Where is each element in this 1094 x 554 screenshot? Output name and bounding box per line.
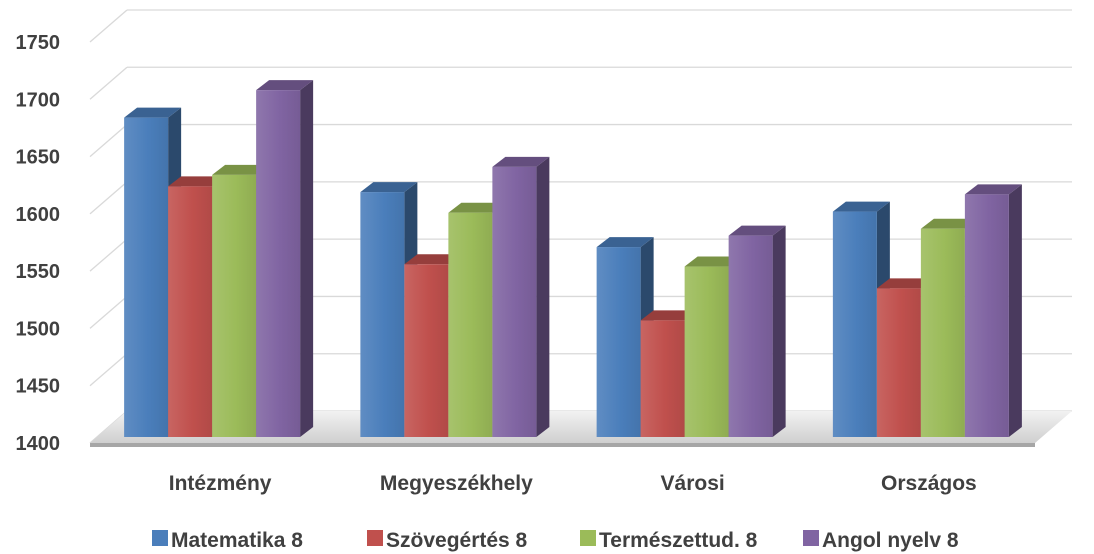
x-category-label: Országos [881,472,977,495]
legend: Matematika 8 Szövegértés 8 Természettud. 8… [152,529,959,552]
bar-side [536,157,549,437]
bar-front [448,213,492,437]
bar-front [641,320,685,437]
bar-front [256,90,300,437]
bar [729,226,786,437]
y-tick-label: 1700 [16,89,61,111]
x-category-label: Intézmény [169,472,272,495]
y-tick-label: 1500 [16,318,61,340]
legend-swatch [367,530,383,546]
legend-label: Természettud. 8 [599,529,758,552]
bar-front [877,288,921,437]
gridline-side [90,125,127,157]
legend-swatch [580,530,596,546]
y-tick-label: 1750 [16,32,61,54]
bar-front [597,247,641,437]
gridline-side [90,182,127,214]
bar [965,184,1022,437]
gridline-side [90,354,127,386]
gridline-side [90,10,127,42]
y-tick-label: 1400 [16,433,61,455]
gridline-side [90,296,127,328]
y-tick-label: 1550 [16,261,61,283]
legend-label: Matematika 8 [171,529,303,552]
x-axis-labels: Intézmény Megyeszékhely Városi Országos [169,472,977,495]
bar-front [404,264,448,437]
gridline-side [90,239,127,271]
y-axis: 1400 1450 1500 1550 1600 1650 1700 1750 [16,32,61,455]
bar-front [492,167,536,437]
bar [492,157,549,437]
bar-front [833,212,877,437]
bar-front [212,175,256,437]
legend-swatch [152,530,168,546]
x-category-label: Megyeszékhely [380,472,533,495]
bar-side [773,226,786,437]
bar-front [685,267,729,437]
bar-side [300,80,313,437]
bar-front [965,194,1009,437]
y-tick-label: 1600 [16,204,61,226]
bar-front [168,186,212,437]
bar-front [921,229,965,437]
y-tick-label: 1450 [16,376,61,398]
bar-front [729,236,773,437]
bar-front [124,118,168,437]
bar-side [1009,184,1022,437]
bar-front [360,192,404,437]
bar [256,80,313,437]
gridline-side [90,67,127,99]
x-category-label: Városi [661,472,725,495]
floor-edge [90,443,1035,447]
legend-label: Szövegértés 8 [386,529,528,552]
legend-label: Angol nyelv 8 [822,529,959,552]
bars [124,80,1022,437]
y-tick-label: 1650 [16,147,61,169]
legend-swatch [803,530,819,546]
